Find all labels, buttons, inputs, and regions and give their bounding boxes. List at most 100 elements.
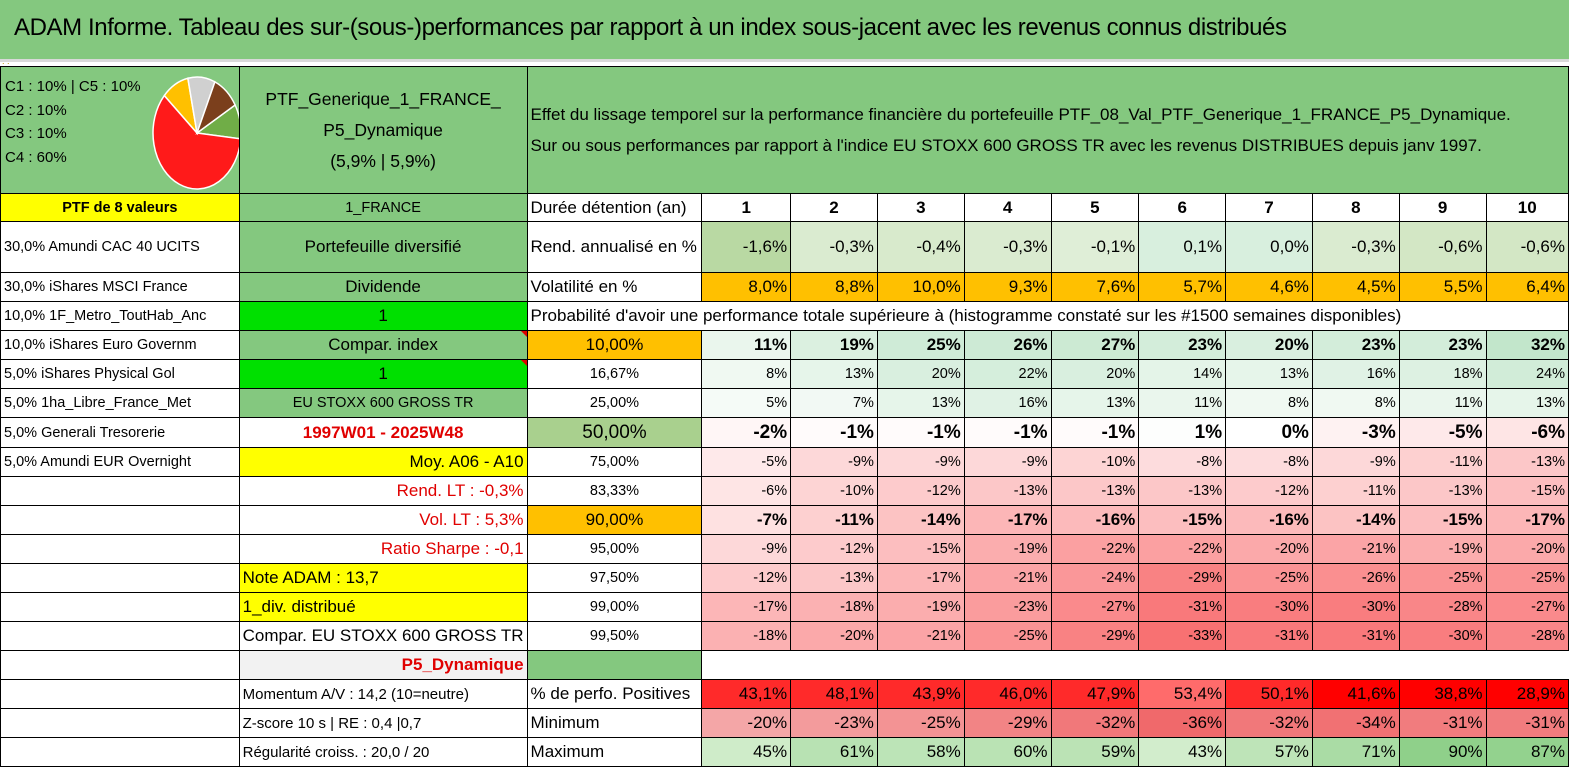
allocation-legend: C1 : 10% | C5 : 10% C2 : 10% C3 : 10% C4…: [5, 75, 141, 169]
quantile-level: 95,00%: [526, 534, 703, 564]
pos-value: 48,1%: [790, 679, 878, 709]
quantile-value: -20%: [1485, 534, 1569, 564]
quantile-value: -7%: [701, 505, 792, 535]
quantile-value: -17%: [876, 563, 965, 593]
quantile-value: -30%: [1398, 621, 1487, 651]
max-value: 57%: [1225, 737, 1313, 767]
min-value: -32%: [1225, 708, 1313, 738]
pie-slice-c2: [195, 80, 237, 136]
vol-value: 5,5%: [1398, 272, 1487, 302]
quantile-value: -6%: [1485, 417, 1569, 448]
quantile-value: -1%: [876, 417, 965, 448]
max-value: 71%: [1311, 737, 1400, 767]
quantile-value: 23%: [1138, 330, 1227, 360]
min-value: -29%: [963, 708, 1052, 738]
empty-cell: [0, 476, 240, 506]
quantile-value: -17%: [701, 592, 792, 622]
quantile-value: -9%: [790, 447, 878, 477]
quantile-level: 83,33%: [526, 476, 703, 506]
pos-value: 46,0%: [963, 679, 1052, 709]
min-value: -31%: [1398, 708, 1487, 738]
quantile-value: -19%: [963, 534, 1052, 564]
rend-value: 0,0%: [1225, 221, 1313, 273]
empty-cell: [0, 650, 240, 680]
quantile-value: -12%: [876, 476, 965, 506]
quantile-value: -9%: [963, 447, 1052, 477]
rend-value: -0,6%: [1485, 221, 1569, 273]
holding-item: 10,0% 1F_Metro_ToutHab_Anc: [0, 301, 240, 331]
flag-one-a: 1: [238, 301, 528, 331]
vol-label: Volatilité en %: [526, 272, 703, 302]
quantile-value: 20%: [1050, 359, 1140, 389]
holding-item: 5,0% iShares Physical Gol: [0, 359, 240, 389]
quantile-value: -15%: [876, 534, 965, 564]
quantile-value: 0%: [1225, 417, 1313, 448]
max-value: 60%: [963, 737, 1052, 767]
duration-label: Durée détention (an): [526, 193, 703, 222]
quantile-value: -21%: [963, 563, 1052, 593]
quantile-value: -12%: [1225, 476, 1313, 506]
pos-value: 43,9%: [876, 679, 965, 709]
quantile-value: -30%: [1225, 592, 1313, 622]
quantile-value: -28%: [1485, 621, 1569, 651]
max-value: 87%: [1485, 737, 1569, 767]
legend-line: C4 : 60%: [5, 148, 67, 166]
max-value: 58%: [876, 737, 965, 767]
min-value: -34%: [1311, 708, 1400, 738]
holding-item: 5,0% 1ha_Libre_France_Met: [0, 388, 240, 418]
quantile-value: -13%: [1485, 447, 1569, 477]
rend-value: -0,3%: [790, 221, 878, 273]
empty-cell: [0, 505, 240, 535]
rend-value: -0,3%: [963, 221, 1052, 273]
holding-item: 30,0% Amundi CAC 40 UCITS: [0, 221, 240, 273]
quantile-value: 8%: [1225, 388, 1313, 418]
quantile-value: -5%: [1398, 417, 1487, 448]
description-line2: Sur ou sous performances par rapport à l…: [530, 136, 1482, 155]
min-value: -36%: [1138, 708, 1227, 738]
quantile-value: -29%: [1050, 621, 1140, 651]
quantile-value: -5%: [701, 447, 792, 477]
sharpe-label: Ratio Sharpe : -0,1: [238, 534, 528, 564]
vol-value: 4,5%: [1311, 272, 1400, 302]
quantile-value: -11%: [790, 505, 878, 535]
quantile-value: 18%: [1398, 359, 1487, 389]
quantile-value: -18%: [790, 592, 878, 622]
quantile-level: 25,00%: [526, 388, 703, 418]
values-count: PTF de 8 valeurs: [0, 193, 240, 222]
pos-value: 38,8%: [1398, 679, 1487, 709]
quantile-value: -3%: [1311, 417, 1400, 448]
period-label: 1997W01 - 2025W48: [238, 417, 528, 448]
quantile-value: 20%: [876, 359, 965, 389]
empty-cell: [0, 534, 240, 564]
quantile-value: -21%: [876, 621, 965, 651]
quantile-value: -9%: [876, 447, 965, 477]
quantile-value: 26%: [963, 330, 1052, 360]
quantile-value: -13%: [963, 476, 1052, 506]
max-value: 43%: [1138, 737, 1227, 767]
empty-cell: [0, 621, 240, 651]
quantile-value: 13%: [876, 388, 965, 418]
vol-value: 6,4%: [1485, 272, 1569, 302]
quantile-value: 13%: [1050, 388, 1140, 418]
year-header: 4: [963, 193, 1052, 222]
empty-cell: [0, 592, 240, 622]
pos-value: 43,1%: [701, 679, 792, 709]
note-adam: Note ADAM : 13,7: [238, 563, 528, 593]
year-header: 2: [790, 193, 878, 222]
quantile-level: 90,00%: [526, 505, 703, 535]
quantile-level: 10,00%: [526, 330, 703, 360]
legend-line: C3 : 10%: [5, 125, 67, 142]
quantile-value: -13%: [1138, 476, 1227, 506]
quantile-level: 97,50%: [526, 563, 703, 593]
holding-item: 5,0% Generali Tresorerie: [0, 417, 240, 448]
quantile-value: -23%: [963, 592, 1052, 622]
empty-green-cell: [526, 650, 703, 680]
quantile-value: -24%: [1050, 563, 1140, 593]
report-title: ADAM Informe. Tableau des sur-(sous-)per…: [14, 14, 1287, 41]
quantile-value: -1%: [790, 417, 878, 448]
legend-line: C1 : 10% | C5 : 10%: [5, 78, 141, 95]
quantile-value: -11%: [1311, 476, 1400, 506]
empty-cell: [701, 650, 1569, 680]
quantile-value: -31%: [1311, 621, 1400, 651]
quantile-value: -14%: [1311, 505, 1400, 535]
